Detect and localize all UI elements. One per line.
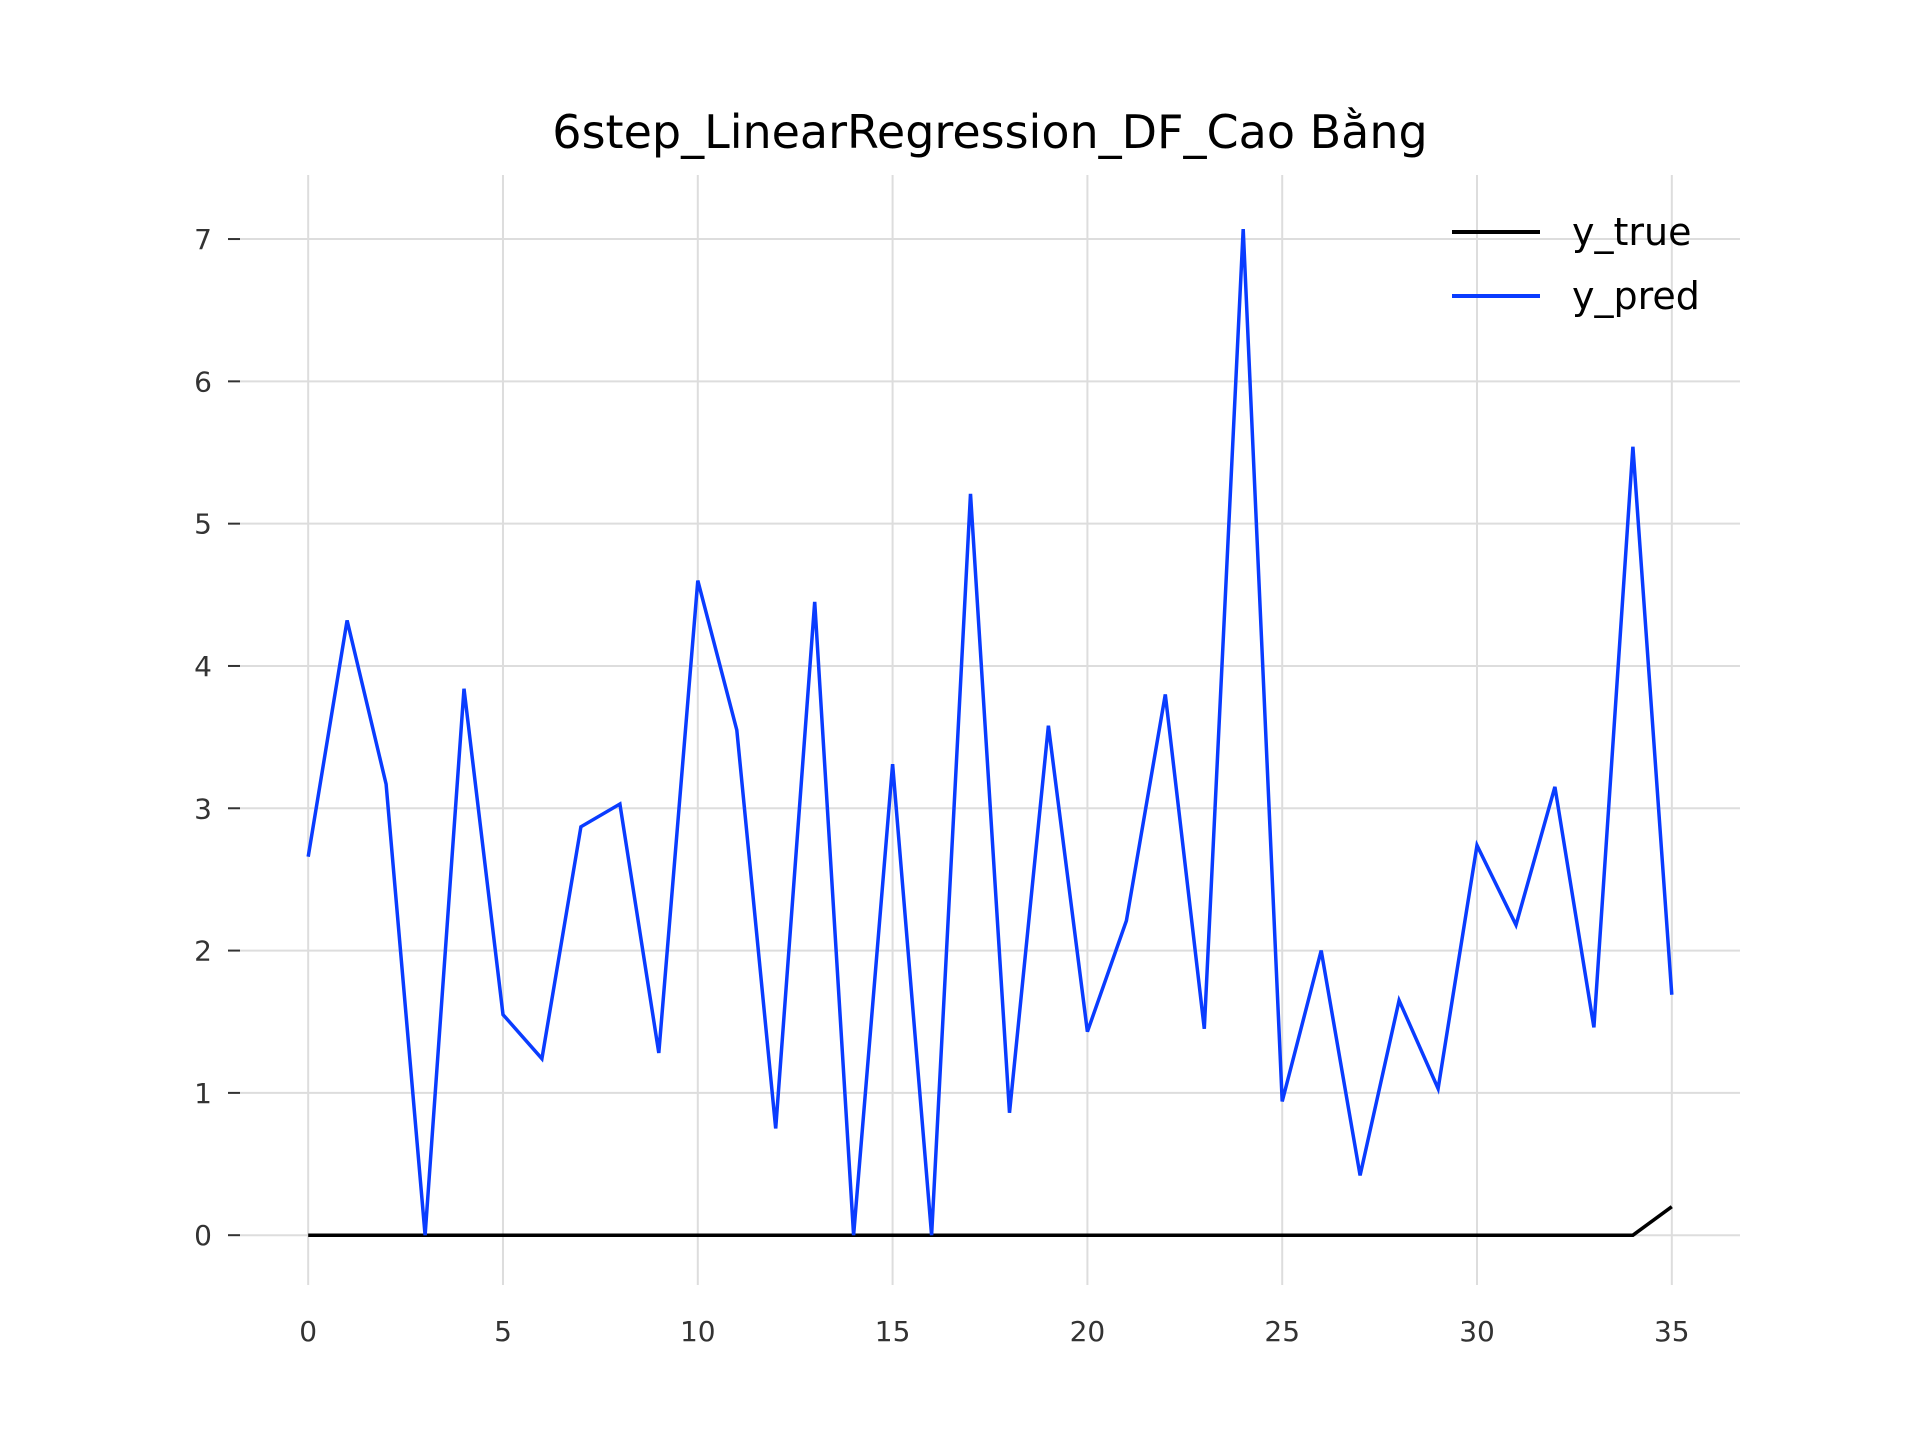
x-tick-label: 25	[1264, 1315, 1300, 1348]
series-line-y-true	[308, 1205, 1673, 1237]
y-tick-label: 0	[194, 1219, 212, 1252]
y-tick-label: 6	[194, 365, 212, 398]
x-tick-label: 20	[1070, 1315, 1106, 1348]
axis-ticks: 0 5 10 15 20 25 30 35 0 1 2 3 4 5 6 7	[194, 223, 1689, 1348]
x-tick-label: 10	[680, 1315, 716, 1348]
series-line-y-pred	[306, 229, 1674, 1236]
y-tick-label: 3	[194, 792, 212, 825]
legend-label-y-true: y_true	[1572, 210, 1691, 254]
y-tick-label: 1	[194, 1077, 212, 1110]
x-tick-label: 30	[1459, 1315, 1495, 1348]
y-tick-label: 5	[194, 508, 212, 541]
x-tick-label: 0	[299, 1315, 317, 1348]
legend: y_true y_pred	[1452, 210, 1700, 318]
legend-label-y-pred: y_pred	[1572, 274, 1700, 318]
y-tick-label: 7	[194, 223, 212, 256]
y-tick-label: 4	[194, 650, 212, 683]
y-tick-label: 2	[194, 935, 212, 968]
x-tick-label: 5	[494, 1315, 512, 1348]
x-tick-label: 15	[875, 1315, 911, 1348]
x-tick-label: 35	[1654, 1315, 1690, 1348]
chart-title: 6step_LinearRegression_DF_Cao Bằng	[552, 105, 1427, 159]
series-layer	[306, 229, 1674, 1237]
